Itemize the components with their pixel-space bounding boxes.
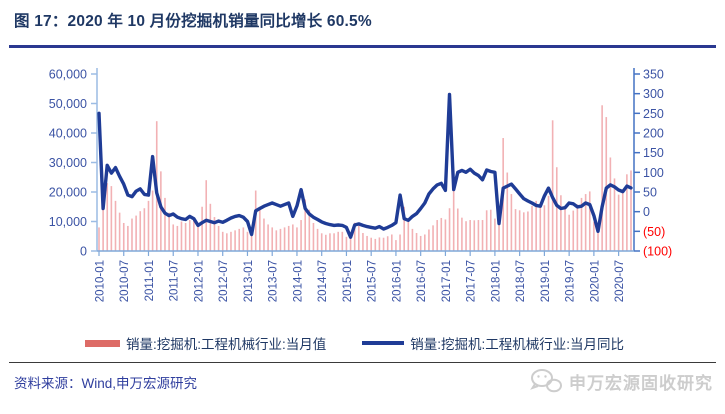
svg-text:2017-07: 2017-07 — [466, 260, 478, 302]
svg-text:2020-01: 2020-01 — [589, 260, 601, 302]
svg-text:100: 100 — [643, 166, 664, 180]
svg-text:350: 350 — [643, 68, 664, 82]
svg-text:200: 200 — [643, 127, 664, 141]
svg-text:300: 300 — [643, 87, 664, 101]
bar-series-swatch-icon — [85, 339, 120, 347]
svg-text:2017-01: 2017-01 — [441, 260, 453, 302]
svg-text:50: 50 — [643, 186, 657, 200]
watermark-text: 申万宏源固收研究 — [569, 373, 713, 393]
svg-text:2012-07: 2012-07 — [218, 260, 230, 302]
svg-text:150: 150 — [643, 146, 664, 160]
svg-text:2011-01: 2011-01 — [144, 260, 156, 301]
svg-text:0: 0 — [80, 245, 87, 259]
svg-text:0: 0 — [643, 205, 650, 219]
svg-text:250: 250 — [643, 107, 664, 121]
svg-text:2016-07: 2016-07 — [416, 260, 428, 302]
title-divider — [9, 45, 716, 48]
svg-text:50,000: 50,000 — [49, 97, 87, 111]
svg-text:2014-01: 2014-01 — [292, 260, 304, 302]
legend-item-sales: 销量:挖掘机:工程机械行业:当月值 — [85, 333, 326, 353]
svg-text:2018-07: 2018-07 — [515, 260, 527, 302]
svg-text:30,000: 30,000 — [49, 156, 87, 170]
line-series-swatch-icon — [362, 341, 405, 345]
chart-legend: 销量:挖掘机:工程机械行业:当月值 销量:挖掘机:工程机械行业:当月同比 — [85, 333, 685, 353]
svg-text:2016-01: 2016-01 — [391, 260, 403, 302]
svg-text:(100): (100) — [643, 245, 672, 259]
watermark: 申万宏源固收研究 — [529, 367, 713, 395]
legend-label-sales: 销量:挖掘机:工程机械行业:当月值 — [126, 337, 327, 352]
svg-text:20,000: 20,000 — [49, 186, 87, 200]
svg-text:2018-01: 2018-01 — [490, 260, 502, 302]
footer-divider — [9, 362, 716, 363]
svg-text:2011-07: 2011-07 — [169, 260, 181, 301]
svg-text:2019-01: 2019-01 — [540, 260, 552, 302]
svg-text:2010-01: 2010-01 — [95, 260, 107, 302]
svg-text:2015-07: 2015-07 — [367, 260, 379, 302]
legend-label-yoy: 销量:挖掘机:工程机械行业:当月同比 — [410, 337, 625, 352]
svg-text:2019-07: 2019-07 — [565, 260, 577, 302]
svg-text:2013-01: 2013-01 — [243, 260, 255, 302]
wechat-logo-icon — [530, 369, 562, 393]
svg-text:60,000: 60,000 — [49, 68, 87, 82]
svg-text:2013-07: 2013-07 — [268, 260, 280, 302]
svg-text:2010-07: 2010-07 — [119, 260, 131, 302]
data-source-note: 资料来源：Wind,申万宏源研究 — [14, 376, 198, 391]
svg-text:2020-07: 2020-07 — [614, 260, 626, 302]
svg-text:(50): (50) — [643, 225, 665, 239]
figure-title: 图 17：2020 年 10 月份挖掘机销量同比增长 60.5% — [14, 13, 372, 30]
svg-text:10,000: 10,000 — [49, 215, 87, 229]
svg-text:2014-07: 2014-07 — [317, 260, 329, 302]
svg-text:2015-01: 2015-01 — [342, 260, 354, 302]
excavator-sales-chart: 60,000 50,000 40,000 30,000 20,000 10,000 0 350… — [49, 68, 672, 303]
svg-text:2012-01: 2012-01 — [193, 260, 205, 302]
svg-text:40,000: 40,000 — [49, 127, 87, 141]
legend-item-yoy: 销量:挖掘机:工程机械行业:当月同比 — [362, 333, 624, 353]
